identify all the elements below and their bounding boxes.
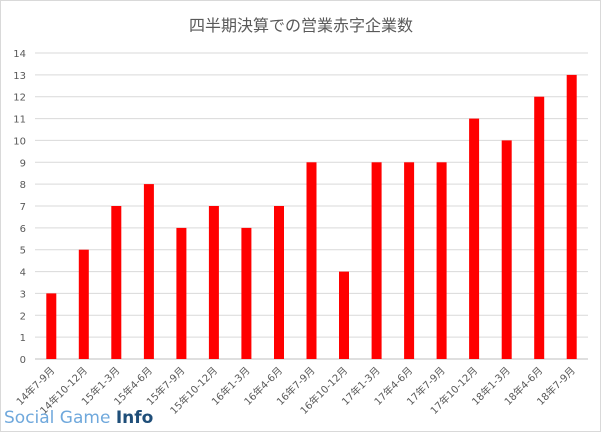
y-tick-label: 2 bbox=[20, 311, 26, 322]
y-tick-label: 1 bbox=[20, 333, 26, 344]
chart-title: 四半期決算での営業赤字企業数 bbox=[189, 16, 413, 35]
watermark-text-social-game: Social Game bbox=[4, 408, 116, 428]
bar bbox=[339, 271, 349, 359]
y-tick-label: 14 bbox=[13, 49, 26, 60]
y-tick-label: 10 bbox=[13, 136, 26, 147]
bar bbox=[143, 184, 154, 359]
bar bbox=[469, 118, 480, 359]
y-tick-label: 12 bbox=[13, 93, 26, 104]
y-tick-label: 0 bbox=[20, 355, 26, 366]
bars bbox=[46, 74, 577, 360]
y-tick-label: 13 bbox=[13, 71, 26, 82]
y-tick-label: 9 bbox=[20, 158, 26, 169]
bar bbox=[274, 206, 284, 359]
y-tick-label: 5 bbox=[20, 246, 26, 257]
bar bbox=[241, 227, 252, 359]
y-tick-label: 8 bbox=[20, 180, 26, 191]
y-tick-label: 3 bbox=[20, 289, 26, 300]
bar bbox=[208, 206, 219, 359]
bar bbox=[371, 162, 382, 359]
bar bbox=[78, 249, 89, 359]
bar bbox=[436, 162, 447, 359]
bar bbox=[534, 96, 545, 359]
bar bbox=[566, 74, 577, 360]
bar bbox=[176, 227, 187, 359]
bar bbox=[501, 140, 512, 359]
watermark-text-info: Info bbox=[115, 408, 154, 428]
y-tick-label: 7 bbox=[20, 202, 26, 213]
bar bbox=[46, 293, 57, 359]
y-tick-label: 11 bbox=[13, 115, 26, 126]
y-tick-label: 6 bbox=[20, 224, 26, 235]
bar bbox=[111, 206, 122, 359]
y-tick-label: 4 bbox=[20, 268, 26, 279]
bar bbox=[404, 162, 415, 359]
watermark: Social Game Info bbox=[4, 408, 153, 428]
bar bbox=[306, 162, 317, 359]
